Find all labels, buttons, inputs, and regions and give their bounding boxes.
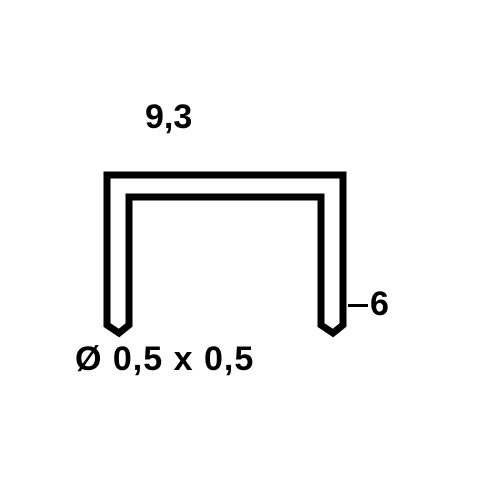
diagram-container: 9,3 6 Ø 0,5 x 0,5 <box>0 0 500 500</box>
width-dimension-label: 9,3 <box>145 98 192 137</box>
height-tick-mark <box>348 304 368 307</box>
staple-shape <box>95 155 355 345</box>
height-dimension-label: 6 <box>370 285 389 324</box>
wire-dimension-label: Ø 0,5 x 0,5 <box>75 340 254 379</box>
